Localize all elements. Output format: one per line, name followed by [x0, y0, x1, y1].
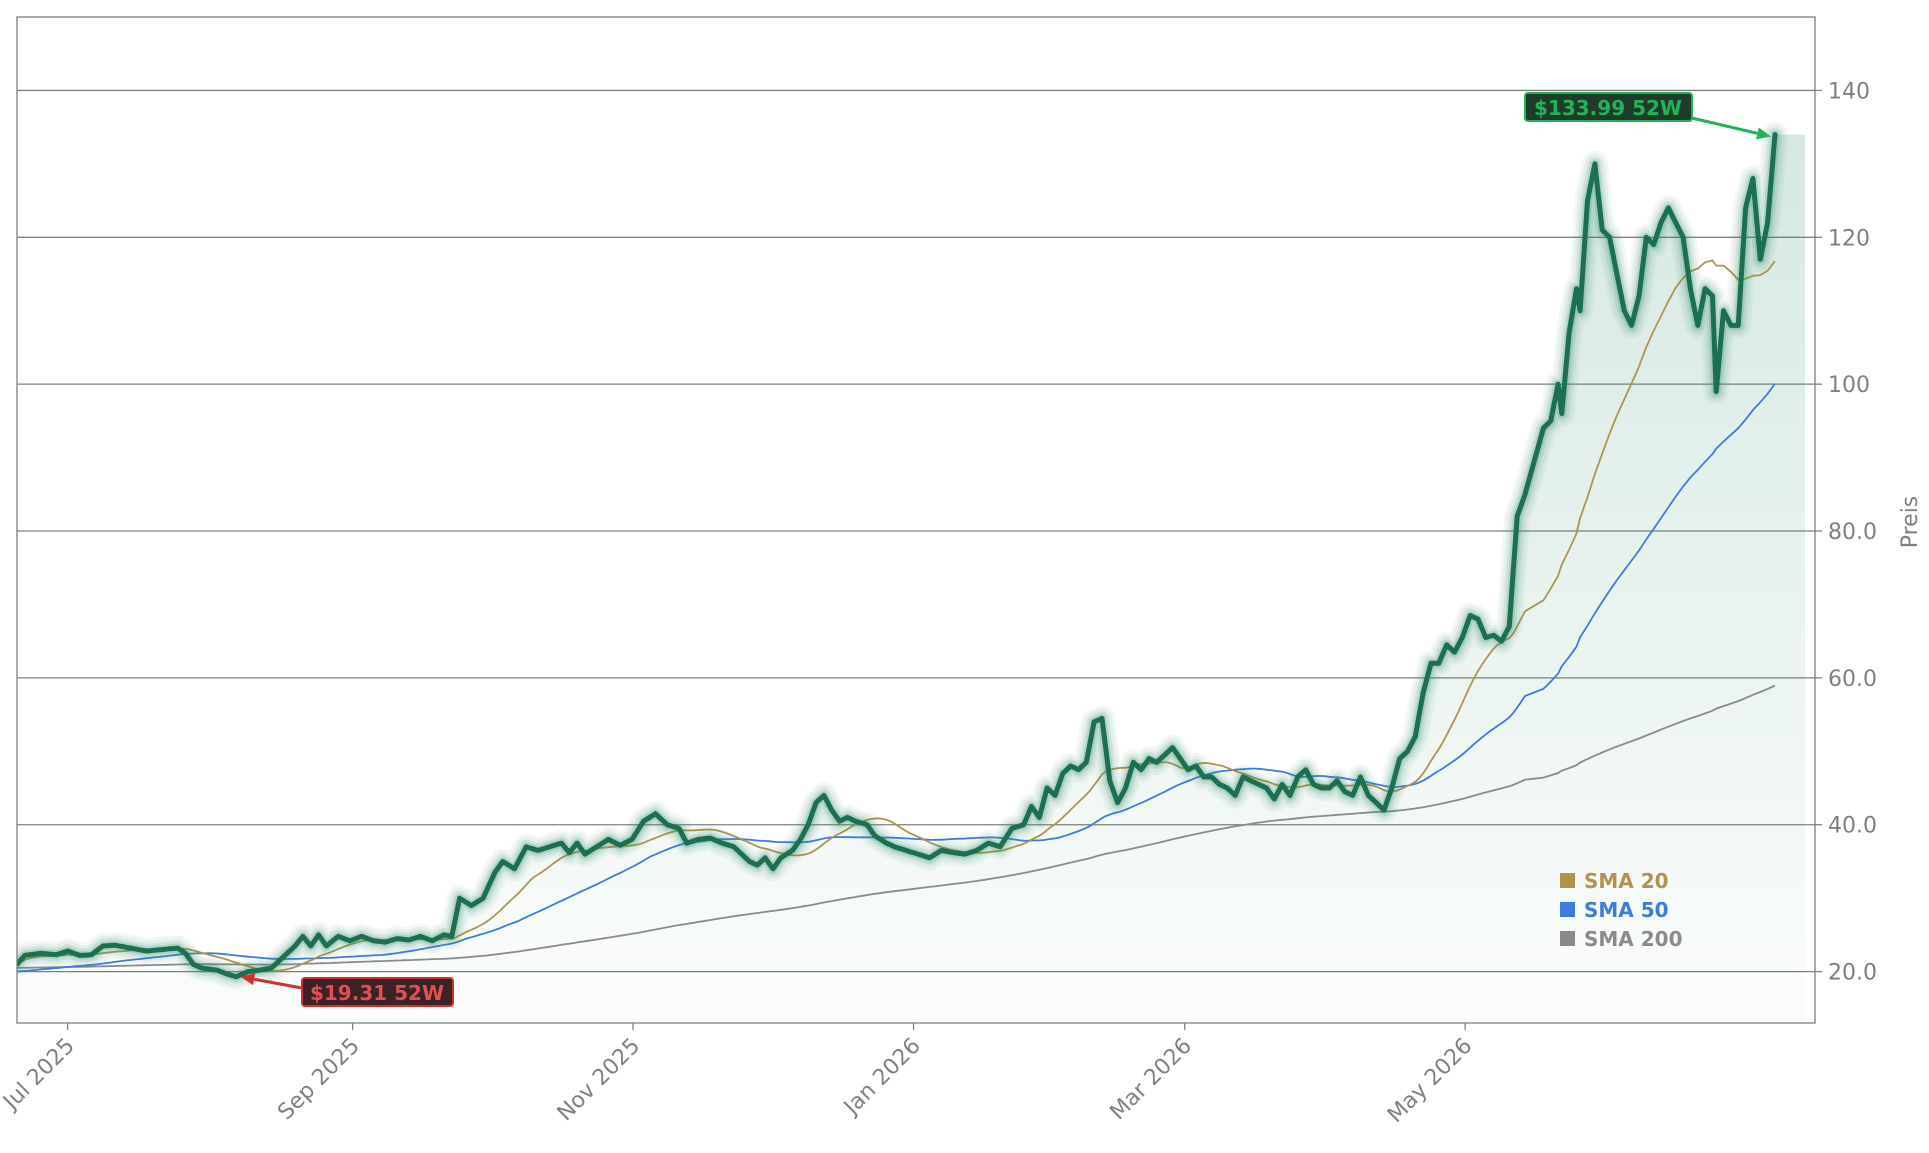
- y-tick-label: 120: [1828, 226, 1870, 251]
- y-tick-label: 80.0: [1828, 520, 1877, 545]
- low-52w-arrowhead: [240, 973, 256, 986]
- y-axis-label: Preis: [1898, 496, 1923, 549]
- legend-label-sma-200: SMA 200: [1584, 927, 1683, 951]
- high-52w-label: $133.99 52W: [1534, 96, 1682, 120]
- y-tick-label: 140: [1828, 79, 1870, 104]
- sma-20-line: [17, 259, 1776, 972]
- legend-label-sma-50: SMA 50: [1584, 898, 1669, 922]
- low-52w-label: $19.31 52W: [310, 981, 444, 1005]
- plot-frame: [16, 16, 1816, 1024]
- low-52w-box: [301, 977, 454, 1007]
- price-line: [17, 132, 1778, 980]
- y-axis-ticks: 20.0 40.0 60.0 80.0 100 120 140: [1815, 79, 1877, 986]
- low-52w-arrow: [253, 977, 303, 990]
- legend-swatch-sma-50: [1560, 902, 1575, 917]
- legend-label-sma-20: SMA 20: [1584, 869, 1669, 893]
- sma-50-line: [17, 383, 1776, 973]
- high-52w-annotation: $133.99 52W: [1524, 92, 1771, 140]
- high-52w-arrowhead: [1755, 127, 1771, 140]
- legend: SMA 20 SMA 50 SMA 200: [1560, 869, 1683, 951]
- y-tick-label: 40.0: [1828, 814, 1877, 839]
- y-tick-label: 60.0: [1828, 667, 1877, 692]
- legend-swatch-sma-20: [1560, 873, 1575, 888]
- legend-swatch-sma-200: [1560, 931, 1575, 946]
- high-52w-box: [1524, 92, 1693, 122]
- y-tick-label: 100: [1828, 373, 1870, 398]
- high-52w-arrow: [1691, 116, 1758, 135]
- y-tick-label: 20.0: [1828, 961, 1877, 986]
- low-52w-annotation: $19.31 52W: [240, 973, 454, 1007]
- price-area-fill: [17, 134, 1805, 1023]
